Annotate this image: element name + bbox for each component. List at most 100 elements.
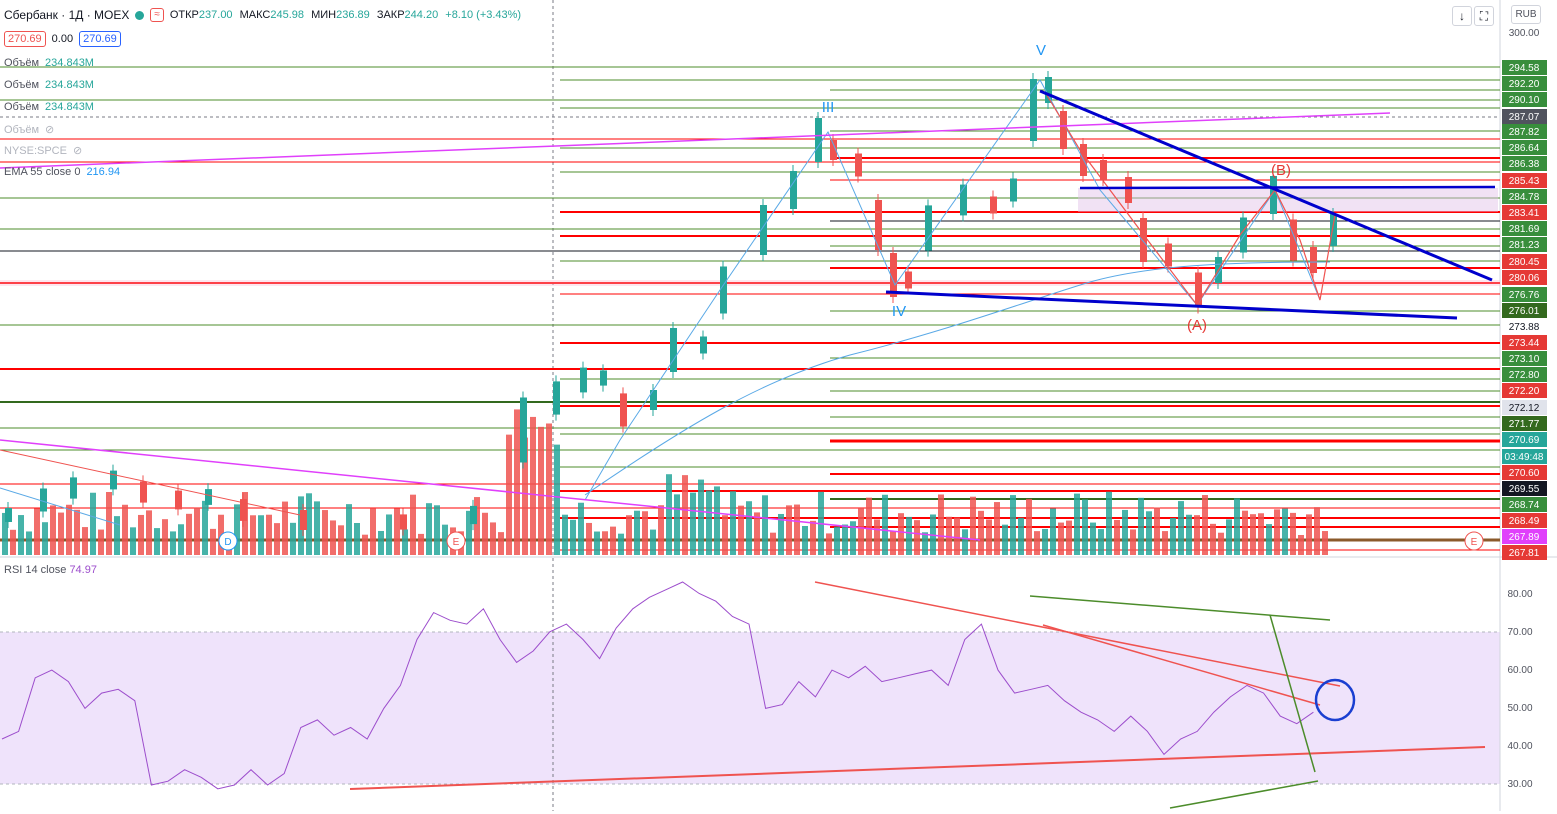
volume-bar: [778, 513, 784, 555]
price-axis-badge: [1502, 513, 1547, 528]
ask-button[interactable]: 270.69: [79, 31, 121, 47]
price-axis-badge: [1502, 319, 1547, 334]
candle-body: [875, 200, 882, 250]
volume-bar: [842, 524, 848, 555]
arrow-down-icon[interactable]: ↓: [1452, 6, 1472, 26]
candle-body: [650, 390, 657, 410]
price-axis-badge: [1502, 497, 1547, 512]
candle-body: [600, 370, 607, 386]
price-axis-label: 270.60: [1509, 468, 1540, 479]
spread-value: 0.00: [51, 33, 74, 45]
volume-bar: [634, 510, 640, 555]
volume-bar: [274, 523, 280, 555]
eye-off-icon[interactable]: ⊘: [72, 145, 83, 157]
rsi-axis-label: 60.00: [1507, 665, 1532, 676]
volume-bar: [1010, 495, 1016, 555]
volume-bar: [1298, 534, 1304, 555]
candle-body: [1125, 177, 1132, 203]
event-marker: [218, 531, 238, 551]
eye-off-icon[interactable]: ⊘: [45, 124, 55, 136]
candle-body: [300, 510, 307, 530]
candle-body: [580, 367, 587, 393]
candle-body: [670, 328, 677, 372]
price-axis-badge: [1502, 60, 1547, 75]
volume-bar: [98, 529, 104, 555]
price-axis-label: 276.01: [1509, 306, 1540, 317]
price-axis-label: 284.78: [1509, 192, 1540, 203]
volume-bar: [210, 528, 216, 555]
volume-bar: [1106, 491, 1112, 555]
ema-legend[interactable]: EMA 55 close 0 216.94: [4, 166, 121, 178]
price-axis-badge: [1502, 383, 1547, 398]
price-pane-bg: [0, 0, 1500, 555]
candle-body: [1045, 77, 1052, 103]
volume-bar: [738, 505, 744, 555]
candle-body: [1165, 243, 1172, 267]
volume-bar: [34, 508, 40, 555]
candle-body: [760, 205, 767, 255]
price-axis-badge: [1502, 92, 1547, 107]
volume-bar: [682, 475, 688, 555]
price-axis-label: 269.55: [1509, 484, 1540, 495]
fullscreen-icon[interactable]: ⛶: [1474, 6, 1494, 26]
event-marker-label: D: [224, 537, 231, 548]
volume-bar: [866, 497, 872, 555]
volume-bar: [378, 530, 384, 555]
volume-bar: [354, 522, 360, 555]
rsi-band: [0, 632, 1500, 784]
volume-bar: [426, 503, 432, 555]
spce-legend[interactable]: NYSE:SPCE ⊘: [4, 144, 83, 158]
volume-legend-1[interactable]: Объём 234.843M: [4, 57, 94, 69]
volume-bar: [202, 500, 208, 555]
candle-body: [790, 171, 797, 209]
volume-bar: [1066, 520, 1072, 555]
volume-bar: [1306, 514, 1312, 555]
wave-label-B: (B): [1271, 162, 1291, 179]
rsi-legend[interactable]: RSI 14 close 74.97: [4, 564, 97, 576]
bid-button[interactable]: 270.69: [4, 31, 46, 47]
volume-bar: [42, 522, 48, 555]
volume-bar: [402, 529, 408, 555]
volume-bar: [474, 497, 480, 555]
volume-bar: [538, 426, 544, 555]
price-axis-badge: [1502, 124, 1547, 139]
rsi-highlight-circle: [1314, 678, 1356, 722]
volume-bar: [938, 494, 944, 555]
volume-bar: [1018, 517, 1024, 555]
volume-legend-hidden[interactable]: Объём ⊘: [4, 123, 55, 137]
volume-bar: [1042, 528, 1048, 555]
symbol-title[interactable]: Сбербанк · 1Д · MOEX: [4, 8, 130, 22]
price-axis-label: 273.44: [1509, 338, 1540, 349]
volume-bar: [434, 505, 440, 555]
volume-bar: [826, 533, 832, 555]
volume-bar: [1186, 514, 1192, 555]
volume-legend-2[interactable]: Объём 234.843M: [4, 79, 94, 91]
volume-bar: [242, 492, 248, 555]
volume-bar: [1170, 518, 1176, 555]
volume-bar: [1154, 507, 1160, 555]
volume-bar: [578, 502, 584, 555]
volume-bar: [1290, 512, 1296, 555]
candle-body: [1270, 176, 1277, 214]
volume-bar: [1258, 513, 1264, 555]
volume-bar: [1194, 515, 1200, 555]
price-axis-badge: [1502, 140, 1547, 155]
compare-icon[interactable]: ≈: [150, 8, 164, 22]
price-axis-label: 272.20: [1509, 386, 1540, 397]
volume-bar: [602, 531, 608, 555]
volume-bar: [1026, 498, 1032, 555]
price-axis-badge: [1502, 303, 1547, 318]
volume-legend-3[interactable]: Объём 234.843M: [4, 101, 94, 113]
descending-support-line: [885, 290, 1458, 320]
volume-bar: [954, 517, 960, 555]
candle-body: [520, 397, 527, 463]
volume-bar: [234, 504, 240, 555]
price-axis-label: 285.43: [1509, 176, 1540, 187]
magenta-trend-line-2: [0, 439, 981, 541]
candle-body: [1100, 160, 1107, 180]
volume-bar: [466, 510, 472, 555]
currency-badge[interactable]: RUB: [1511, 5, 1541, 24]
volume-bar: [546, 423, 552, 555]
